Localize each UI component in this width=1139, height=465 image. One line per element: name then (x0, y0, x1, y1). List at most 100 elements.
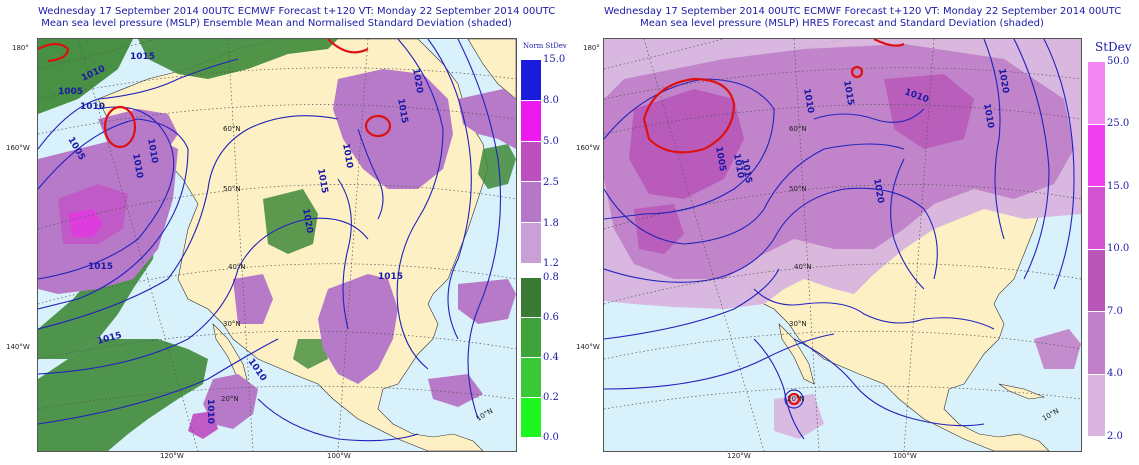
left-map-canvas: 1010 1015 1005 1010 1010 1010 1005 1020 … (38, 39, 516, 451)
right-contour-label-4: 1010 (801, 88, 815, 114)
left-contour-label-5: 1010 (145, 138, 159, 164)
left-contour-label-10: 1020 (300, 208, 314, 234)
left-contour-label-11: 1015 (315, 168, 329, 194)
left-lon-label-160w: 160°W (6, 144, 30, 152)
left-graticule (38, 39, 516, 451)
left-legend-label-15-0: 15.0 (543, 54, 566, 65)
right-legend-label-15: 15.0 (1107, 181, 1130, 192)
right-legend-label-4: 4.0 (1107, 368, 1123, 379)
right-legend-segment-4 (1088, 312, 1105, 375)
right-contour-label-7: 1010 (981, 103, 995, 129)
right-contour-label-3: 1015 (739, 158, 753, 184)
left-lat-30n: 30°N (223, 320, 241, 328)
purple-shade-east (458, 89, 516, 149)
purple-shade-caribbean (428, 374, 483, 407)
right-contour-label-5: 1020 (996, 68, 1010, 94)
stdev-shade-strong (629, 89, 744, 199)
cuba-island (998, 383, 1046, 400)
green-shade-mexico-pacific (38, 339, 208, 451)
left-legend-title: Norm StDev (523, 42, 567, 50)
left-legend-lower-segment-1 (521, 318, 541, 358)
left-legend-upper-segment-2 (521, 141, 541, 183)
purple-shade-canada-north (333, 69, 453, 189)
left-legend-lower-segment-0 (521, 278, 541, 318)
right-legend-label-10: 10.0 (1107, 243, 1130, 254)
left-legend-upper-bar (521, 60, 541, 264)
left-lat-10n: 10°N (475, 407, 494, 423)
right-legend-label-25: 25.0 (1107, 118, 1130, 129)
left-legend-label-0-8: 0.8 (543, 272, 559, 283)
left-contour-label-4: 1010 (80, 102, 105, 112)
right-contour-label-8: 1020 (871, 178, 885, 204)
left-legend-label-8-0: 8.0 (543, 95, 559, 106)
left-lon-label-180: 180° (12, 44, 29, 52)
left-title-line1: Wednesday 17 September 2014 00UTC ECMWF … (38, 6, 556, 17)
purple-shade-mexico (203, 374, 258, 429)
purple-shade-atlantic-south (458, 279, 516, 324)
left-legend-label-0-0: 0.0 (543, 432, 559, 443)
left-contour-label-13: 1015 (378, 272, 403, 282)
right-lat-30n: 30°N (789, 320, 807, 328)
right-map-canvas: 1005 1010 1015 1010 1020 1010 1010 1020 … (604, 39, 1081, 451)
right-contour-labels: 1005 1010 1015 1010 1020 1010 1010 1020 … (713, 68, 1010, 204)
left-legend-label-0-6: 0.6 (543, 312, 559, 323)
right-title-line1: Wednesday 17 September 2014 00UTC ECMWF … (604, 6, 1122, 17)
left-legend-label-0-4: 0.4 (543, 352, 559, 363)
left-legend-upper-segment-0 (521, 60, 541, 101)
right-low-centers (642, 39, 905, 406)
green-shade-atlantic (478, 144, 516, 189)
left-contour-label-2: 1015 (130, 52, 155, 62)
stdev-shade-mexico (774, 394, 824, 439)
left-legend-upper-segment-4 (521, 223, 541, 264)
left-legend-label-0-2: 0.2 (543, 392, 559, 403)
right-title-line2: Mean sea level pressure (MSLP) HRES Fore… (640, 18, 1044, 29)
purple-shade-southwest (233, 274, 273, 324)
right-lat-60n: 60°N (789, 125, 807, 133)
left-lon-label-120w: 120°W (160, 452, 184, 460)
left-map: 1010 1015 1005 1010 1010 1010 1005 1020 … (37, 38, 517, 452)
right-lon-label-100w: 100°W (893, 452, 917, 460)
left-legend-lower-bar (521, 278, 541, 438)
left-legend-label-2-5: 2.5 (543, 177, 559, 188)
right-hurricane-rings (784, 389, 804, 409)
left-legend-upper-segment-1 (521, 100, 541, 142)
left-contour-label-12: 1015 (88, 262, 113, 272)
left-contour-label-16: 1010 (340, 143, 354, 169)
purple-shade-hurricane (188, 411, 218, 439)
magenta-shade-center (68, 209, 103, 237)
right-legend-segment-1 (1088, 124, 1105, 187)
purple-shade-south-central (318, 274, 398, 384)
left-legend-label-1-2: 1.2 (543, 258, 559, 269)
left-isobars (38, 39, 502, 442)
left-title-line2: Mean sea level pressure (MSLP) Ensemble … (41, 18, 512, 29)
right-legend-segment-0 (1088, 62, 1105, 125)
right-lat-10n: 10°N (1041, 407, 1060, 423)
left-contour-label-15: 1010 (205, 399, 215, 424)
right-lon-label-120w: 120°W (727, 452, 751, 460)
right-legend-title: StDev (1095, 40, 1132, 54)
purple-shade-gulf-alaska (98, 109, 178, 154)
baja-peninsula (778, 323, 815, 385)
left-low-centers (38, 39, 392, 149)
left-contour-label-3: 1005 (58, 87, 83, 97)
right-legend-segment-2 (1088, 187, 1105, 250)
right-legend-segment-5 (1088, 374, 1105, 437)
left-legend: 15.0 8.0 5.0 2.5 1.8 1.2 0.8 0.6 0.4 0.2… (521, 54, 591, 443)
left-lon-label-100w: 100°W (327, 452, 351, 460)
green-shade-gulf (293, 339, 328, 369)
right-contour-label-2: 1010 (731, 153, 745, 179)
left-legend-label-5-0: 5.0 (543, 136, 559, 147)
right-contour-label-9: 1015 (841, 80, 855, 106)
green-shade-canada (263, 189, 318, 254)
right-lat-40n: 40°N (794, 263, 812, 271)
left-legend-lower-segment-3 (521, 398, 541, 438)
right-isobars (604, 39, 1075, 440)
left-lat-60n: 60°N (223, 125, 241, 133)
right-legend-segment-3 (1088, 249, 1105, 312)
right-legend-label-2: 2.0 (1107, 431, 1123, 442)
left-legend-upper-segment-3 (521, 182, 541, 224)
right-contour-label-1: 1005 (713, 146, 727, 172)
right-legend: 50.0 25.0 15.0 10.0 7.0 4.0 2.0 (1088, 56, 1138, 442)
left-legend-lower-segment-2 (521, 358, 541, 398)
left-lon-label-140w: 140°W (6, 343, 30, 351)
